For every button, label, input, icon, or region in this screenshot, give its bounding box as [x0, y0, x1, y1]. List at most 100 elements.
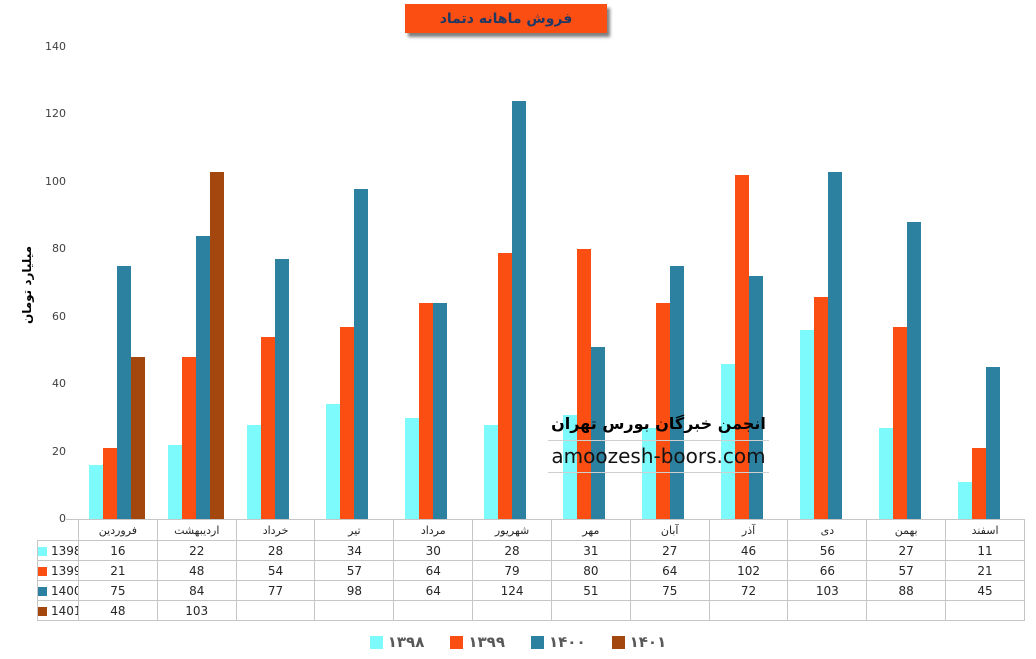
table-value-cell: 34 [314, 540, 395, 561]
bar-1399 [103, 448, 118, 519]
bar-1398 [89, 465, 104, 519]
table-value-cell [945, 600, 1025, 621]
bar-1400 [906, 222, 921, 519]
bar-1400 [985, 367, 1000, 519]
table-value-cell: 75 [629, 580, 710, 601]
table-value-cell: 88 [866, 580, 947, 601]
bar-1399 [734, 175, 749, 519]
table-month-header: شهریور [472, 519, 552, 541]
bar-1398 [720, 363, 735, 519]
table-value-cell: 30 [393, 540, 474, 561]
table-row-1401: 1401 48 103 [37, 600, 1025, 621]
y-axis-tick-label: 140 [45, 40, 66, 53]
bar-1398 [168, 444, 183, 519]
data-table-body: 1398 16 22 28 34 30 28 31 27 46 56 27 11 1399 21 48 54 57… [37, 540, 1025, 621]
table-value-cell: 22 [156, 540, 237, 561]
y-axis-tick-label: 60 [52, 309, 66, 323]
bar-1399 [892, 326, 907, 519]
bar-1401 [210, 171, 225, 519]
bar-1400 [590, 347, 605, 519]
bar-1399 [813, 296, 828, 519]
table-value-cell: 79 [472, 560, 552, 581]
table-month-header: بهمن [866, 519, 947, 541]
table-value-cell [472, 600, 552, 621]
table-value-cell: 21 [945, 560, 1025, 581]
table-value-cell: 80 [550, 560, 631, 581]
legend-swatch-icon [369, 635, 383, 649]
table-month-header: فروردین [78, 519, 158, 541]
table-value-cell: 46 [708, 540, 789, 561]
y-axis-tick-label: 100 [45, 174, 66, 188]
table-value-cell: 27 [629, 540, 710, 561]
table-value-cell: 28 [472, 540, 552, 561]
series-swatch-icon [38, 566, 47, 576]
table-month-header: آبان [629, 519, 710, 541]
data-table: فروردین اردیبهشت خرداد تیر مرداد شهریور مهر آبا… [37, 519, 1025, 621]
bar-1399 [182, 357, 197, 519]
table-value-cell: 48 [156, 560, 237, 581]
legend-swatch-icon [450, 635, 464, 649]
bar-1398 [878, 427, 893, 519]
table-value-cell: 31 [550, 540, 631, 561]
table-value-cell: 51 [550, 580, 631, 601]
table-value-cell: 28 [235, 540, 316, 561]
bar-1400 [433, 303, 448, 519]
table-value-cell: 57 [314, 560, 395, 581]
table-series-label: 1399 [37, 560, 79, 581]
legend-swatch-icon [531, 635, 544, 649]
table-value-cell: 75 [78, 580, 158, 601]
series-swatch-icon [38, 546, 47, 556]
plot-area [78, 47, 1025, 519]
bar-1399 [971, 448, 986, 519]
table-value-cell [550, 600, 631, 621]
table-value-cell: 98 [314, 580, 395, 601]
table-corner-cell [38, 520, 79, 541]
bar-1399 [261, 336, 276, 519]
bar-1400 [669, 266, 684, 519]
table-value-cell: 21 [78, 560, 158, 581]
table-value-cell [235, 600, 316, 621]
table-value-cell: 27 [866, 540, 947, 561]
table-value-cell: 103 [787, 580, 868, 601]
table-value-cell: 77 [235, 580, 316, 601]
legend-swatch-icon [611, 635, 625, 649]
y-axis-tick-label: 80 [52, 242, 66, 256]
y-axis-tick-label: 0 [59, 512, 66, 525]
legend-item-1401: ۱۴۰۱ [611, 633, 666, 651]
table-value-cell: 64 [629, 560, 710, 581]
y-axis-tick-label: 40 [52, 377, 66, 391]
table-month-header: مرداد [393, 519, 474, 541]
table-value-cell: 66 [787, 560, 868, 581]
table-value-cell: 54 [235, 560, 316, 581]
table-row-1398: 1398 16 22 28 34 30 28 31 27 46 56 27 11 [37, 540, 1025, 561]
table-value-cell: 16 [78, 540, 158, 561]
table-value-cell: 72 [708, 580, 789, 601]
table-value-cell [866, 600, 947, 621]
legend-item-1400: ۱۴۰۰ [531, 633, 586, 651]
table-series-label: 1401 [37, 600, 79, 621]
data-table-header: فروردین اردیبهشت خرداد تیر مرداد شهریور مهر آبا… [38, 519, 1025, 541]
y-axis-tick-label: 20 [52, 444, 66, 458]
y-axis-title: میلیارد تومان [20, 245, 34, 325]
chart-title-badge: فروش ماهانه دتماد [405, 4, 607, 33]
bar-1398 [247, 424, 262, 519]
legend-label: ۱۴۰۰ [549, 633, 586, 651]
table-value-cell [629, 600, 710, 621]
table-value-cell: 124 [472, 580, 552, 601]
legend-label: ۱۳۹۸ [387, 633, 425, 651]
table-value-cell: 56 [787, 540, 868, 561]
table-value-cell [708, 600, 789, 621]
table-value-cell: 102 [708, 560, 789, 581]
bar-1399 [655, 303, 670, 519]
y-axis-tick-label: 120 [45, 107, 66, 121]
table-value-cell: 57 [866, 560, 947, 581]
table-month-header: مهر [550, 519, 631, 541]
series-swatch-icon [38, 586, 47, 596]
table-month-header: آذر [708, 519, 789, 541]
table-month-header: تیر [314, 519, 395, 541]
bar-1400 [512, 100, 527, 519]
bar-1399 [340, 326, 355, 519]
table-value-cell: 84 [156, 580, 237, 601]
bar-1398 [641, 427, 656, 519]
